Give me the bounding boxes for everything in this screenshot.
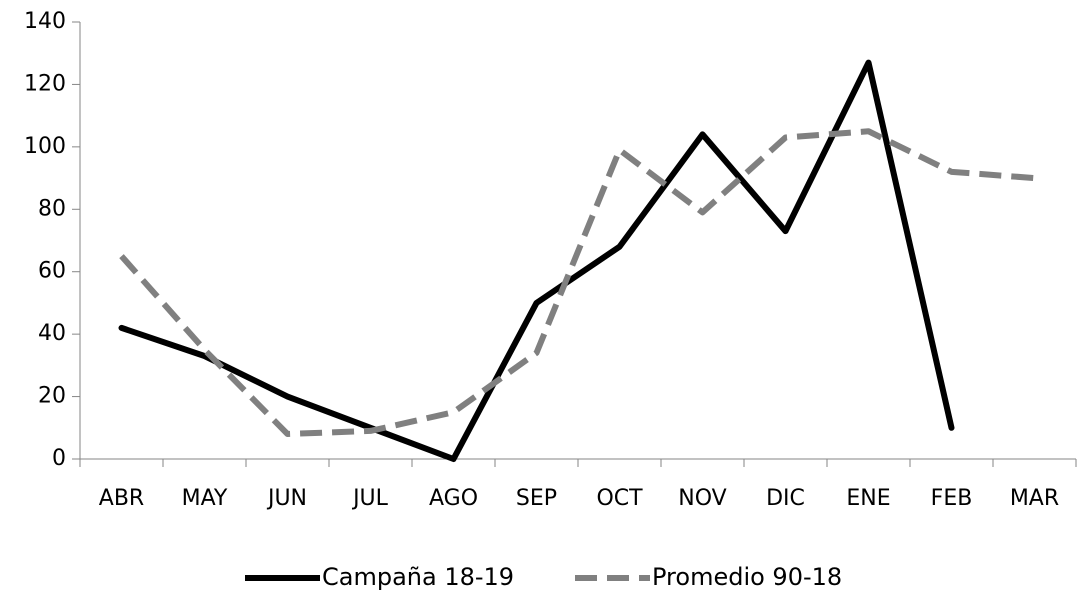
series-line <box>118 59 955 462</box>
x-tick-label: OCT <box>596 486 643 511</box>
x-tick-label: JUL <box>351 486 389 511</box>
y-tick-label: 60 <box>38 259 66 284</box>
x-tick-label: JUN <box>266 486 307 511</box>
x-tick-label: SEP <box>516 486 557 511</box>
x-tick-label: DIC <box>766 486 805 511</box>
x-tick-label: AGO <box>429 486 478 511</box>
legend: Campaña 18-19 <box>322 563 514 591</box>
x-tick-label: MAY <box>182 486 228 511</box>
series-line <box>119 128 1035 438</box>
y-tick-label: 80 <box>38 196 66 221</box>
y-tick-label: 20 <box>38 384 66 409</box>
y-tick-label: 100 <box>24 134 66 159</box>
legend: Promedio 90-18 <box>652 563 842 591</box>
x-tick-label: ENE <box>846 486 890 511</box>
x-tick-label: FEB <box>931 486 973 511</box>
x-tick-label: NOV <box>678 486 726 511</box>
x-tick-label: ABR <box>99 486 144 511</box>
y-tick-label: 40 <box>38 321 66 346</box>
x-tick-label: MAR <box>1010 486 1059 511</box>
y-tick-label: 140 <box>24 9 66 34</box>
y-tick-label: 120 <box>24 71 66 96</box>
y-tick-label: 0 <box>52 446 66 471</box>
